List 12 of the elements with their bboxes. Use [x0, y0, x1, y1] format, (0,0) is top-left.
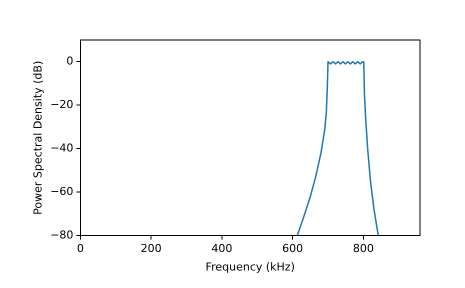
x-tick-label: 0 [76, 242, 84, 256]
x-axis-title: Frequency (kHz) [206, 260, 295, 274]
x-tick-label: 600 [282, 242, 304, 256]
x-tick-label: 800 [352, 242, 374, 256]
y-tick-label: −60 [50, 184, 74, 198]
y-tick-label: −80 [50, 228, 74, 242]
y-tick-label: 0 [66, 54, 74, 68]
y-tick-label: −20 [50, 98, 74, 112]
x-tick-label: 200 [140, 242, 162, 256]
x-tick-label: 400 [211, 242, 232, 256]
y-tick-label: −40 [50, 142, 74, 155]
y-axis-title: Power Spectral Density (dB) [31, 60, 44, 215]
